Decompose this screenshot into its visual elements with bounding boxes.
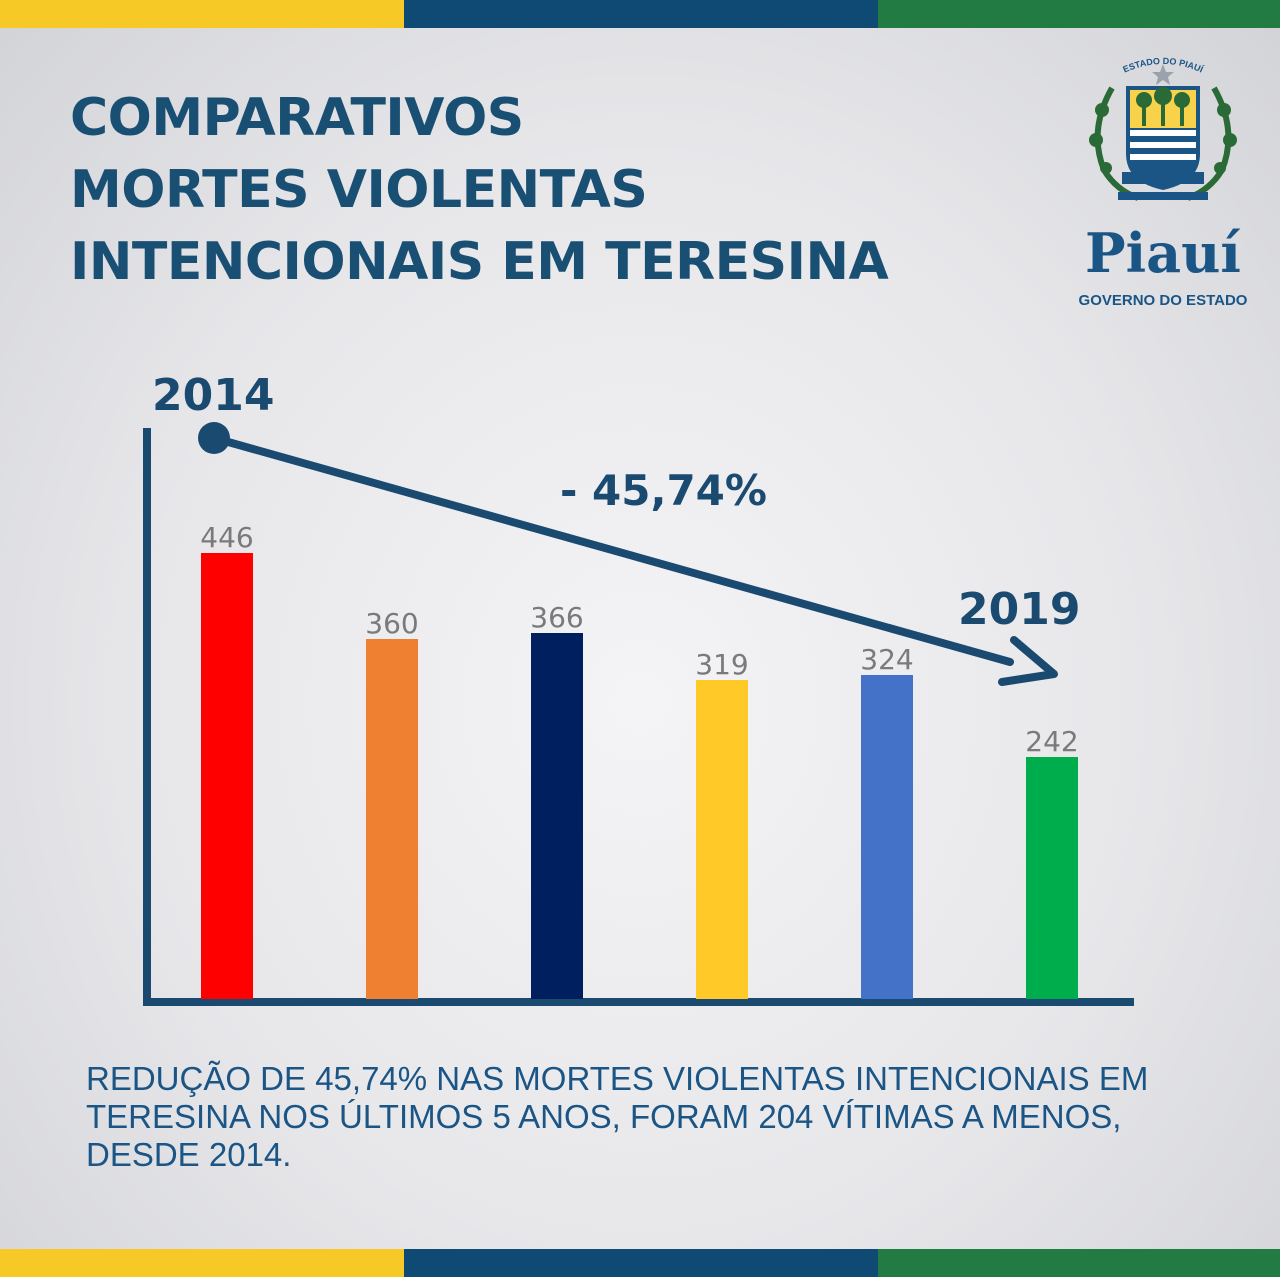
- title-line-2: MORTES VIOLENTAS: [70, 160, 648, 220]
- caption-line-1: REDUÇÃO DE 45,74% NAS MORTES VIOLENTAS I…: [86, 1060, 1149, 1097]
- logo-wordmark: Piauí: [1085, 221, 1241, 285]
- value-label-2016: 366: [530, 601, 583, 634]
- trend-arrow-line: [210, 434, 1014, 666]
- coat-of-arms-icon: ESTADO DO PIAUÍ: [1089, 56, 1237, 201]
- bar-2016: [531, 633, 583, 999]
- stripe-blue: [404, 1249, 878, 1277]
- bar-2015: [366, 639, 418, 999]
- title-line-1: COMPARATIVOS: [70, 88, 524, 148]
- logo-subtitle: GOVERNO DO ESTADO: [1078, 292, 1248, 309]
- bar-2018: [861, 675, 913, 999]
- end-year-label: 2019: [958, 584, 1080, 635]
- caption: REDUÇÃO DE 45,74% NAS MORTES VIOLENTAS I…: [86, 1060, 1216, 1174]
- value-label-2015: 360: [365, 607, 418, 640]
- caption-line-2: TERESINA NOS ÚLTIMOS 5 ANOS, FORAM 204 V…: [86, 1098, 1122, 1135]
- bar-2014: [201, 553, 253, 999]
- chart-axes: [143, 428, 1134, 1006]
- trend-start-dot: [198, 422, 230, 454]
- bar-2019: [1026, 757, 1078, 999]
- arrow-head-icon: [998, 636, 1058, 686]
- piaui-logo: ESTADO DO PIAUÍ Piauí GOVERNO DO ESTADO: [1068, 50, 1258, 309]
- value-label-2014: 446: [200, 521, 253, 554]
- stripe-yellow: [0, 1249, 404, 1277]
- top-color-stripe: [0, 0, 1280, 28]
- trend-annotation: 2014 2019 - 45,74%: [152, 370, 1080, 686]
- caption-line-3: DESDE 2014.: [86, 1136, 292, 1173]
- value-label-2019: 242: [1025, 725, 1078, 758]
- value-label-2017: 319: [695, 648, 748, 681]
- stripe-green: [878, 0, 1280, 28]
- change-percent-label: - 45,74%: [560, 466, 767, 515]
- bar-2017: [696, 680, 748, 999]
- value-label-2018: 324: [860, 643, 913, 676]
- bottom-color-stripe: [0, 1249, 1280, 1277]
- stripe-blue: [404, 0, 878, 28]
- stripe-green: [878, 1249, 1280, 1277]
- stripe-yellow: [0, 0, 404, 28]
- bar-series: [201, 553, 1078, 999]
- title-line-3: INTENCIONAIS EM TERESINA: [70, 232, 889, 292]
- start-year-label: 2014: [152, 370, 274, 421]
- value-labels: 446 360 366 319 324 242: [200, 521, 1078, 758]
- page-title: COMPARATIVOS MORTES VIOLENTAS INTENCIONA…: [70, 82, 889, 298]
